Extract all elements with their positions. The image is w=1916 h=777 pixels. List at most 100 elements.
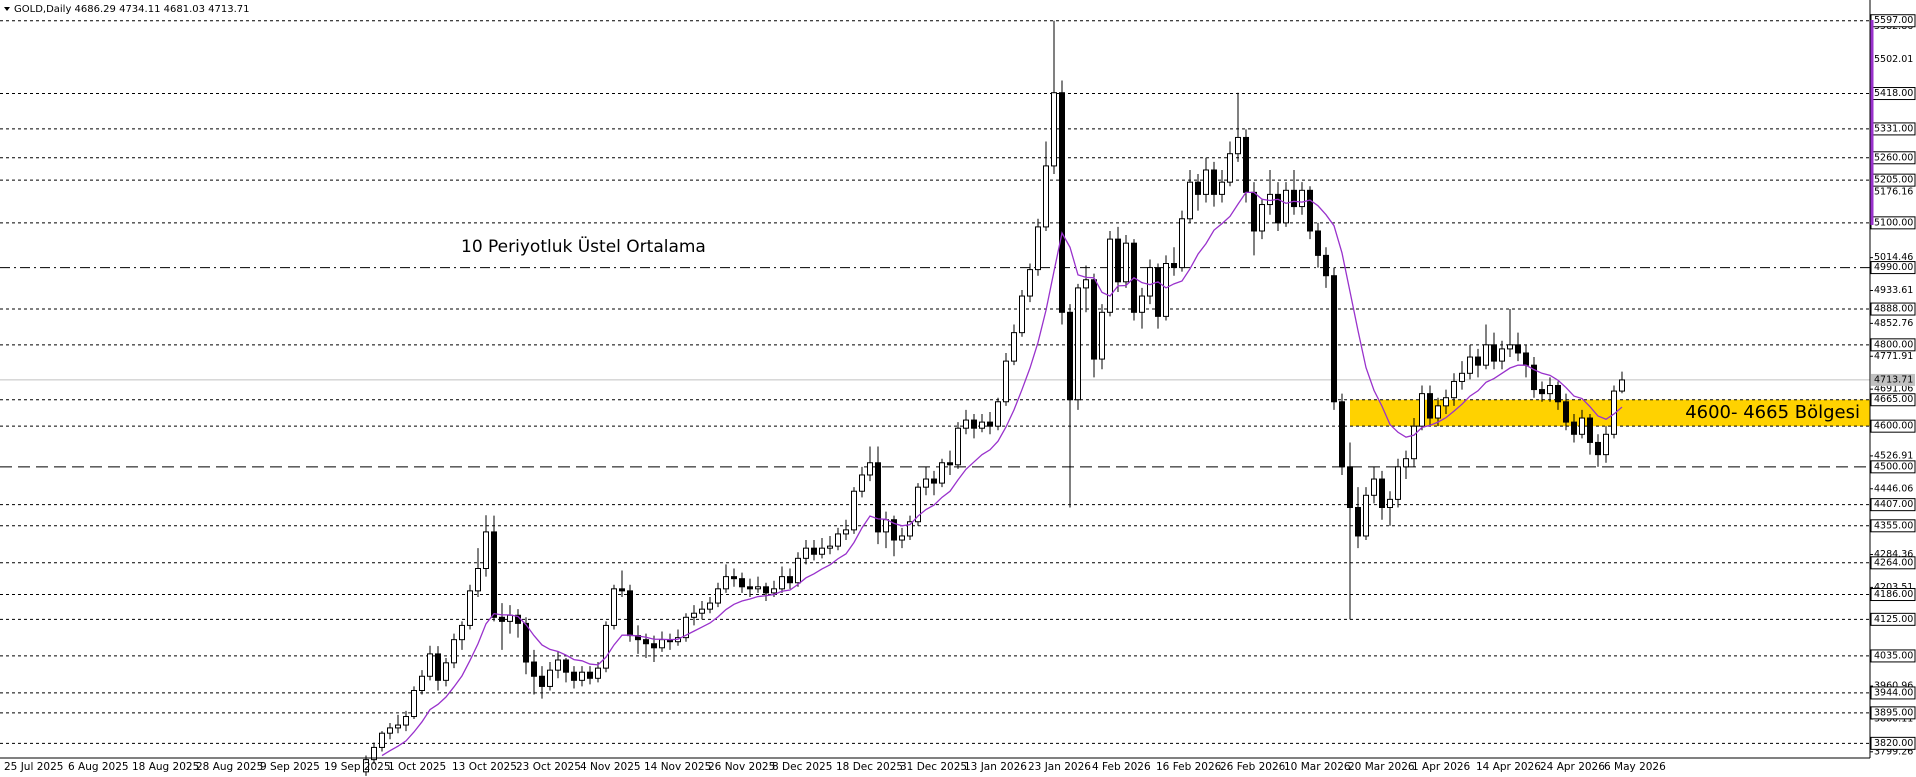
x-tick-label: 18 Dec 2025 (836, 761, 903, 773)
candle-body (915, 486, 921, 523)
level-label: 4665.00 (1874, 394, 1913, 405)
candle-body (835, 533, 841, 547)
candle-body (1155, 267, 1161, 317)
candle-body (1171, 263, 1177, 269)
candle-body (427, 653, 433, 677)
candle-body (603, 624, 609, 669)
y-tick-label: 5014.46 (1874, 252, 1913, 263)
level-label: 4600.00 (1874, 421, 1913, 432)
candle-body (1603, 433, 1609, 456)
candle-body (1427, 393, 1433, 419)
x-tick-label: 26 Feb 2026 (1220, 761, 1286, 773)
y-tick-label: 4771.91 (1874, 351, 1913, 362)
current-price-label: 4713.71 (1874, 374, 1913, 385)
candle-body (651, 643, 657, 649)
candle-body (683, 616, 689, 639)
candle-body (1011, 332, 1017, 362)
x-tick-label: 23 Oct 2025 (516, 761, 581, 773)
candle-body (1339, 401, 1345, 468)
candle-body (1195, 181, 1201, 195)
candle-body (1147, 267, 1153, 297)
candle-body (859, 474, 865, 492)
candle-body (1107, 238, 1113, 313)
level-label: 4990.00 (1874, 262, 1913, 273)
candle-body (1179, 218, 1185, 269)
candle-body (435, 653, 441, 681)
candle-body (467, 590, 473, 626)
candle-body (1515, 344, 1521, 354)
level-label: 5260.00 (1874, 152, 1913, 163)
candle-body (723, 576, 729, 590)
candle-body (1459, 372, 1465, 382)
candle-body (371, 746, 377, 761)
candle-body (1251, 191, 1257, 232)
candle-body (955, 427, 961, 466)
candle-body (587, 671, 593, 679)
x-tick-label: 14 Apr 2026 (1476, 761, 1541, 773)
candle-body (811, 547, 817, 555)
candle-body (363, 759, 369, 773)
x-tick-label: 4 Feb 2026 (1092, 761, 1151, 773)
candle-body (923, 478, 929, 488)
candle-body (1619, 379, 1625, 392)
candle-body (1003, 360, 1009, 403)
candle-body (1115, 238, 1121, 283)
x-tick-label: 13 Jan 2026 (964, 761, 1027, 773)
candle-body (395, 724, 401, 729)
candle-body (1571, 421, 1577, 435)
candle-body (499, 616, 505, 622)
y-tick-label: 4446.06 (1874, 483, 1913, 494)
chart-title: GOLD,Daily 4686.29 4734.11 4681.03 4713.… (14, 4, 250, 15)
level-label: 4264.00 (1874, 557, 1913, 568)
candle-body (1219, 181, 1225, 195)
candle-body (443, 662, 449, 681)
level-label: 3820.00 (1874, 738, 1913, 749)
candle-body (1019, 295, 1025, 334)
candle-body (931, 478, 937, 484)
candle-body (1275, 193, 1281, 224)
x-tick-label: 16 Feb 2026 (1156, 761, 1222, 773)
candle-body (483, 531, 489, 570)
candle-body (507, 614, 513, 622)
candle-body (1187, 181, 1193, 220)
y-tick-label: 5176.16 (1874, 186, 1913, 197)
candle-body (1547, 385, 1553, 395)
candle-body (1267, 193, 1273, 206)
candle-body (739, 578, 745, 588)
candle-body (611, 588, 617, 626)
candle-body (1067, 311, 1073, 401)
x-tick-label: 10 Mar 2026 (1284, 761, 1351, 773)
candle-body (627, 590, 633, 637)
ema-line (381, 191, 1623, 757)
candle-body (1443, 397, 1449, 407)
candle-body (1347, 466, 1353, 509)
candle-body (1467, 356, 1473, 374)
candle-body (771, 588, 777, 594)
candle-body (1387, 498, 1393, 509)
candle-body (1211, 169, 1217, 195)
candle-body (571, 671, 577, 681)
level-label: 4186.00 (1874, 589, 1913, 600)
candle-body (1075, 287, 1081, 401)
menu-arrow[interactable] (4, 7, 10, 11)
level-label-box (1870, 612, 1916, 626)
candle-body (1563, 401, 1569, 423)
candle-body (1163, 263, 1169, 317)
candles (363, 20, 1625, 776)
candle-body (1331, 275, 1337, 403)
candle-body (475, 568, 481, 592)
candle-body (387, 727, 393, 734)
candle-body (1371, 478, 1377, 496)
level-label-box (1870, 736, 1916, 750)
current-price-box (1871, 373, 1915, 386)
y-tick-label: 5502.01 (1874, 54, 1913, 65)
candle-body (1499, 348, 1505, 362)
candle-body (787, 576, 793, 584)
candle-body (1403, 458, 1409, 468)
y-tick-label: 4691.06 (1874, 384, 1913, 395)
candle-body (1611, 390, 1617, 435)
candle-body (531, 661, 537, 677)
candle-body (1419, 393, 1425, 427)
